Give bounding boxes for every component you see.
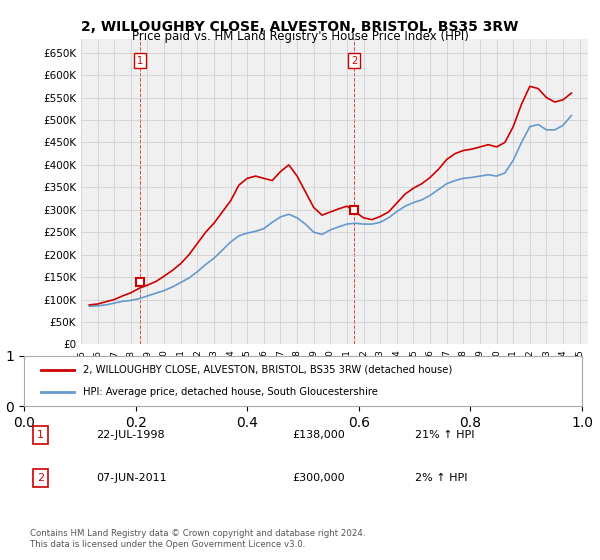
Text: Contains HM Land Registry data © Crown copyright and database right 2024.
This d: Contains HM Land Registry data © Crown c… <box>30 529 365 549</box>
Text: 2: 2 <box>351 55 357 66</box>
Text: 2, WILLOUGHBY CLOSE, ALVESTON, BRISTOL, BS35 3RW: 2, WILLOUGHBY CLOSE, ALVESTON, BRISTOL, … <box>82 20 518 34</box>
Text: HPI: Average price, detached house, South Gloucestershire: HPI: Average price, detached house, Sout… <box>83 387 377 397</box>
Text: 1: 1 <box>37 430 44 440</box>
Text: 07-JUN-2011: 07-JUN-2011 <box>97 473 167 483</box>
Text: Price paid vs. HM Land Registry's House Price Index (HPI): Price paid vs. HM Land Registry's House … <box>131 30 469 43</box>
Text: 21% ↑ HPI: 21% ↑ HPI <box>415 430 474 440</box>
Text: 22-JUL-1998: 22-JUL-1998 <box>97 430 165 440</box>
Text: 2: 2 <box>37 473 44 483</box>
Text: 1: 1 <box>137 55 143 66</box>
Text: 2% ↑ HPI: 2% ↑ HPI <box>415 473 467 483</box>
Text: £300,000: £300,000 <box>292 473 344 483</box>
Text: 2, WILLOUGHBY CLOSE, ALVESTON, BRISTOL, BS35 3RW (detached house): 2, WILLOUGHBY CLOSE, ALVESTON, BRISTOL, … <box>83 365 452 375</box>
Text: £138,000: £138,000 <box>292 430 344 440</box>
